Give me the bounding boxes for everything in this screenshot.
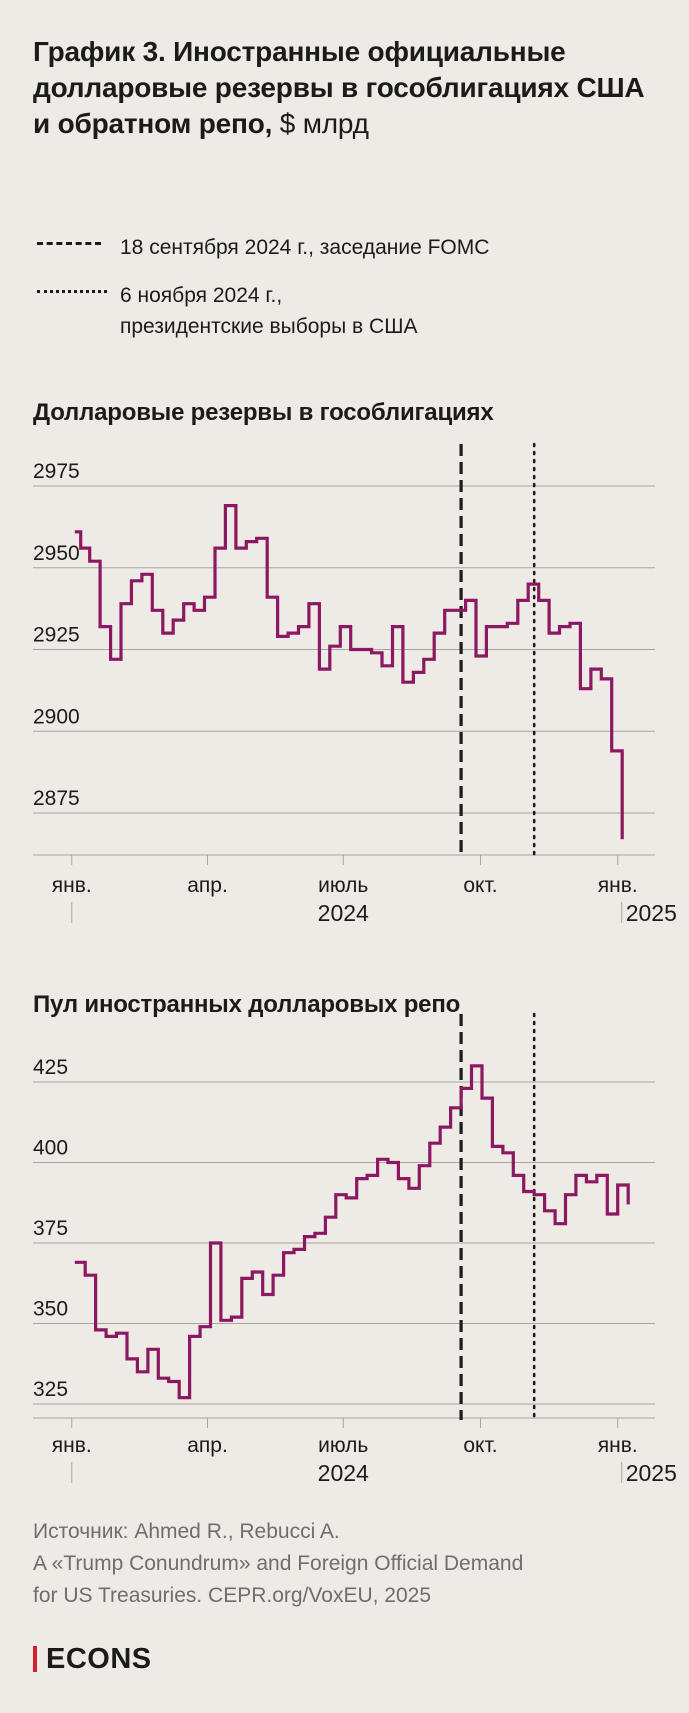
legend: 18 сентября 2024 г., заседание FOMC 6 но…	[33, 232, 653, 338]
x-tick-label: апр.	[187, 874, 228, 897]
legend-label-election-line1: 6 ноября 2024 г.,	[120, 284, 283, 307]
source-line-3: for US Treasuries. CEPR.org/VoxEU, 2025	[33, 1584, 432, 1607]
year-label: 2025	[626, 900, 677, 926]
x-tick-label: янв.	[52, 1434, 92, 1457]
repo-chart: 325 350 375 400 425 янв. апр. июль окт. янв. 2024 2…	[33, 1012, 677, 1486]
chart-title-main: График 3. Иностранные официальные доллар…	[33, 36, 645, 139]
panel-title-repo: Пул иностранных долларовых репо	[33, 991, 461, 1018]
dashed-line-swatch	[37, 242, 101, 245]
treasuries-chart: 2875 2900 2925 2950 2975 янв. апр. июль окт. янв.…	[33, 442, 677, 926]
year-label: 2024	[318, 1460, 369, 1486]
logo-red-bar	[33, 1646, 37, 1672]
legend-label-election: 6 ноября 2024 г., президентские выборы в…	[120, 280, 417, 342]
legend-item-election: 6 ноября 2024 г., президентские выборы в…	[33, 280, 653, 338]
panel-title-treasuries: Долларовые резервы в гособлигациях	[33, 399, 494, 426]
y-tick-label: 400	[33, 1137, 68, 1160]
x-tick-label: окт.	[463, 1434, 497, 1457]
x-tick-label: янв.	[598, 1434, 638, 1457]
source-note: Источник: Ahmed R., Rebucci A. A «Trump …	[33, 1516, 673, 1612]
x-tick-label: июль	[318, 1434, 368, 1457]
y-tick-label: 325	[33, 1378, 68, 1401]
y-tick-label: 2925	[33, 624, 80, 647]
legend-item-fomc: 18 сентября 2024 г., заседание FOMC	[33, 232, 653, 280]
y-tick-label: 425	[33, 1056, 68, 1079]
logo-text: ECONS	[46, 1643, 152, 1675]
chart-title-unit: $ млрд	[279, 108, 369, 139]
y-tick-label: 2950	[33, 542, 80, 565]
x-tick-label: апр.	[187, 1434, 228, 1457]
year-label: 2024	[318, 900, 369, 926]
source-line-1: Источник: Ahmed R., Rebucci A.	[33, 1520, 340, 1543]
dotted-line-swatch	[37, 290, 107, 293]
legend-label-fomc: 18 сентября 2024 г., заседание FOMC	[120, 236, 490, 259]
y-tick-label: 2900	[33, 705, 80, 728]
y-tick-label: 2975	[33, 460, 80, 483]
series-line	[74, 504, 624, 840]
y-tick-label: 2875	[33, 787, 80, 810]
legend-label-election-line2: президентские выборы в США	[120, 315, 418, 338]
y-tick-label: 375	[33, 1217, 68, 1240]
x-tick-label: янв.	[52, 874, 92, 897]
x-tick-label: янв.	[598, 874, 638, 897]
chart-title: График 3. Иностранные официальные доллар…	[33, 34, 653, 142]
series-line	[74, 1064, 630, 1400]
year-label: 2025	[626, 1460, 677, 1486]
source-line-2: A «Trump Conundrum» and Foreign Official…	[33, 1552, 524, 1575]
y-tick-label: 350	[33, 1298, 68, 1321]
x-tick-label: июль	[318, 874, 368, 897]
x-tick-label: окт.	[463, 874, 497, 897]
